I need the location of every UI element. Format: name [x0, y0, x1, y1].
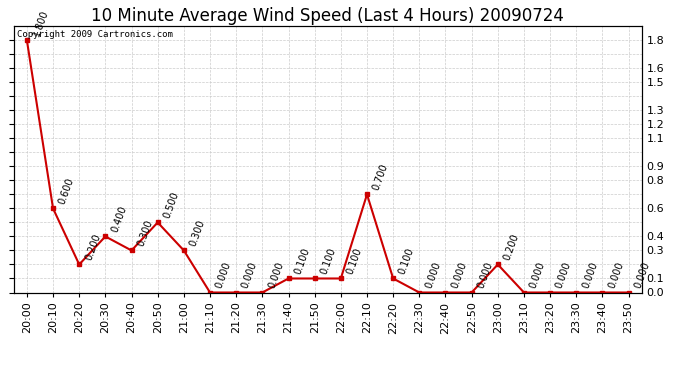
Text: 0.000: 0.000 [424, 261, 442, 290]
Text: 0.200: 0.200 [502, 232, 521, 262]
Text: 0.000: 0.000 [607, 261, 625, 290]
Text: Copyright 2009 Cartronics.com: Copyright 2009 Cartronics.com [17, 30, 172, 39]
Text: 0.000: 0.000 [633, 261, 651, 290]
Text: 0.000: 0.000 [450, 261, 469, 290]
Text: 0.100: 0.100 [345, 246, 364, 276]
Text: 0.400: 0.400 [110, 204, 128, 234]
Text: 0.000: 0.000 [528, 261, 547, 290]
Text: 1.800: 1.800 [31, 8, 50, 38]
Text: 0.100: 0.100 [397, 246, 416, 276]
Text: 0.000: 0.000 [580, 261, 599, 290]
Text: 0.600: 0.600 [57, 176, 76, 206]
Text: 0.000: 0.000 [240, 261, 259, 290]
Text: 0.500: 0.500 [162, 190, 181, 220]
Text: 0.000: 0.000 [214, 261, 233, 290]
Text: 0.100: 0.100 [293, 246, 311, 276]
Text: 0.200: 0.200 [83, 232, 102, 262]
Text: 0.100: 0.100 [319, 246, 337, 276]
Text: 0.300: 0.300 [188, 218, 207, 248]
Text: 0.700: 0.700 [371, 162, 390, 192]
Title: 10 Minute Average Wind Speed (Last 4 Hours) 20090724: 10 Minute Average Wind Speed (Last 4 Hou… [91, 7, 564, 25]
Text: 0.000: 0.000 [266, 261, 285, 290]
Text: 0.300: 0.300 [136, 218, 155, 248]
Text: 0.000: 0.000 [554, 261, 573, 290]
Text: 0.000: 0.000 [476, 261, 495, 290]
